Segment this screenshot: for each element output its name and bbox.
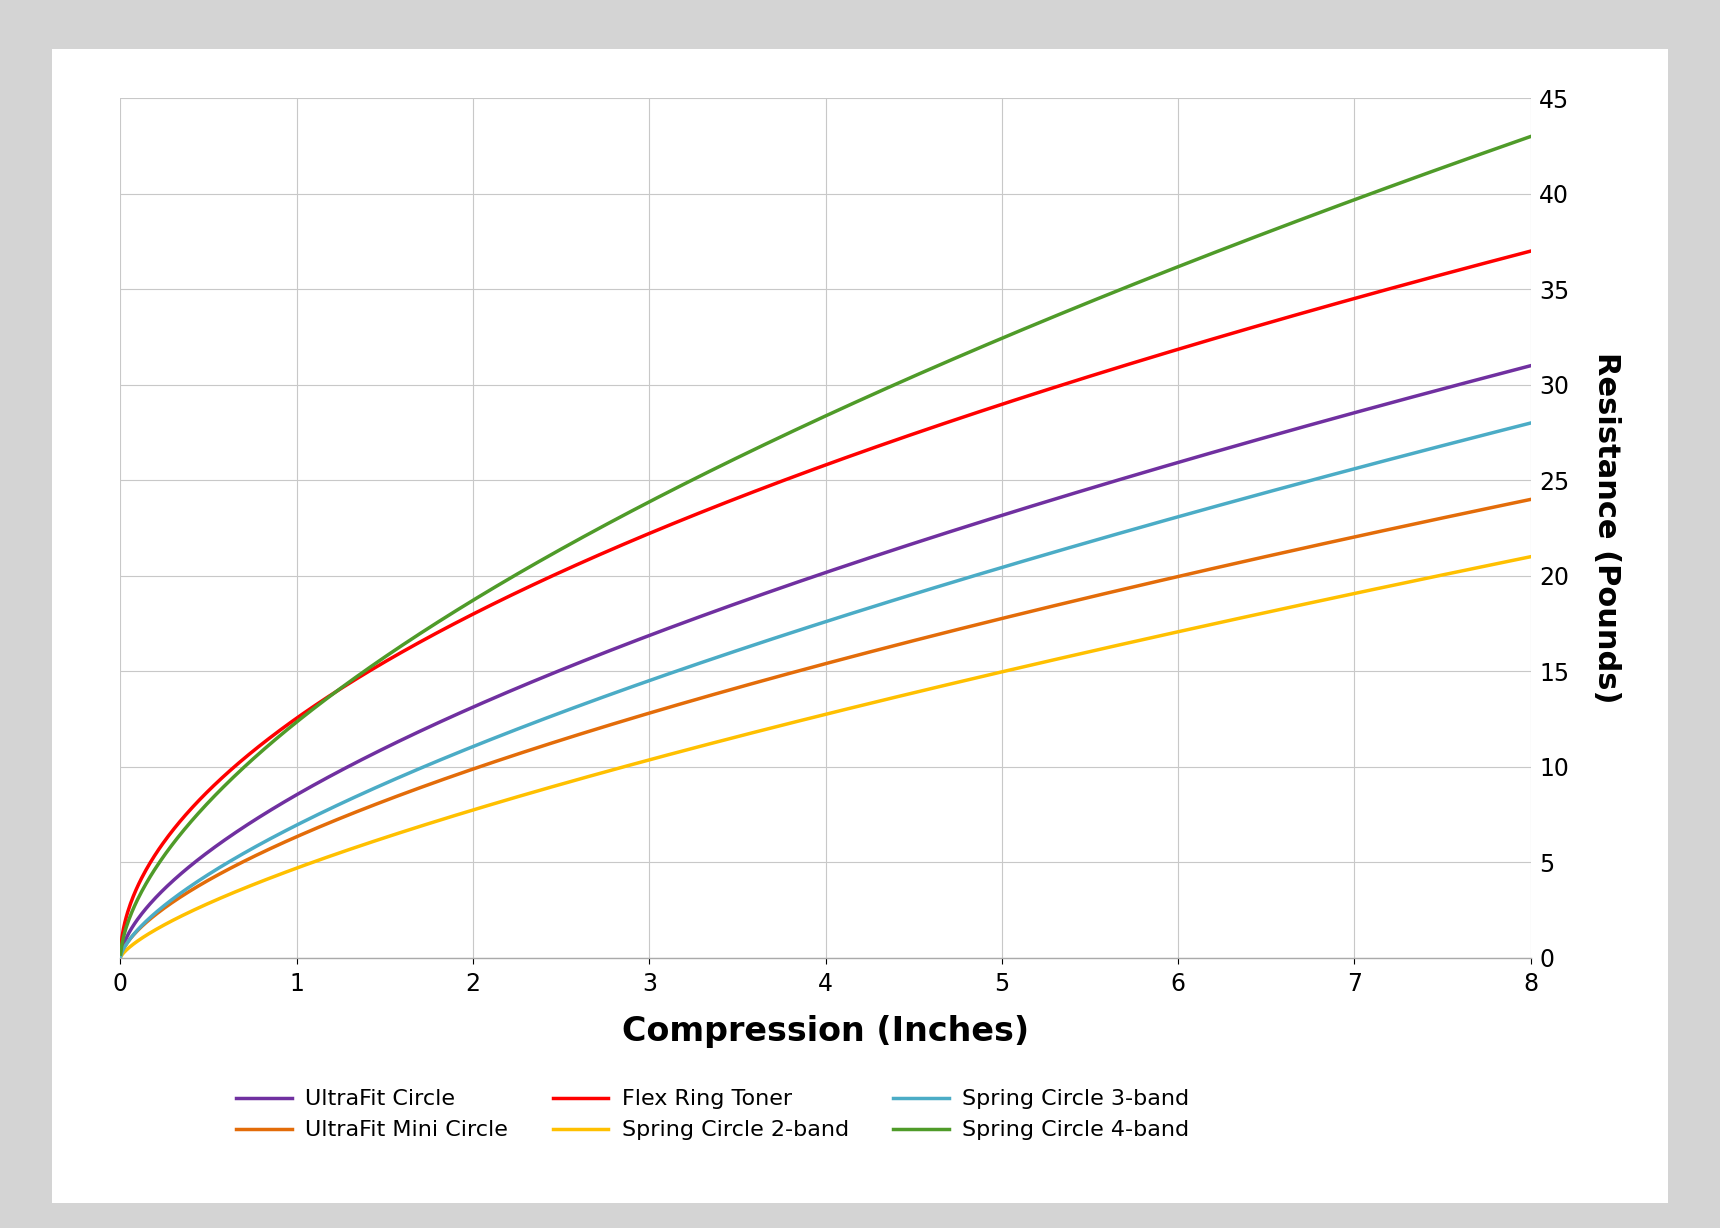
UltraFit Mini Circle xyxy=(1078,589,1099,604)
Line: Spring Circle 4-band: Spring Circle 4-band xyxy=(120,136,1531,954)
UltraFit Mini Circle xyxy=(1520,492,1541,507)
Spring Circle 3-band xyxy=(1520,415,1541,430)
UltraFit Circle xyxy=(110,948,131,963)
Spring Circle 3-band xyxy=(1235,491,1256,506)
Spring Circle 3-band xyxy=(731,642,752,657)
Flex Ring Toner xyxy=(681,510,702,524)
Spring Circle 3-band xyxy=(681,658,702,673)
UltraFit Mini Circle xyxy=(1235,554,1256,569)
UltraFit Mini Circle xyxy=(110,949,131,964)
Flex Ring Toner xyxy=(731,489,752,503)
Flex Ring Toner xyxy=(110,944,131,959)
Spring Circle 2-band xyxy=(1078,645,1099,659)
Line: Spring Circle 3-band: Spring Circle 3-band xyxy=(120,422,1531,957)
UltraFit Mini Circle xyxy=(731,679,752,694)
Spring Circle 4-band xyxy=(110,947,131,962)
Spring Circle 2-band xyxy=(1520,549,1541,564)
Line: Spring Circle 2-band: Spring Circle 2-band xyxy=(120,556,1531,957)
Spring Circle 2-band xyxy=(110,949,131,964)
UltraFit Mini Circle xyxy=(255,844,275,858)
Flex Ring Toner xyxy=(1209,329,1230,344)
X-axis label: Compression (Inches): Compression (Inches) xyxy=(623,1016,1029,1049)
Spring Circle 4-band xyxy=(1209,243,1230,258)
UltraFit Mini Circle xyxy=(681,694,702,709)
Spring Circle 4-band xyxy=(681,473,702,488)
Spring Circle 3-band xyxy=(1209,497,1230,512)
Spring Circle 4-band xyxy=(1078,295,1099,309)
Spring Circle 4-band xyxy=(255,742,275,756)
Spring Circle 2-band xyxy=(1235,609,1256,624)
Spring Circle 2-band xyxy=(731,728,752,743)
UltraFit Circle xyxy=(681,613,702,628)
Y-axis label: Resistance (Pounds): Resistance (Pounds) xyxy=(1591,352,1620,704)
Line: UltraFit Mini Circle: UltraFit Mini Circle xyxy=(120,500,1531,957)
Spring Circle 2-band xyxy=(255,873,275,888)
Flex Ring Toner xyxy=(1235,322,1256,336)
UltraFit Circle xyxy=(1520,359,1541,373)
Spring Circle 4-band xyxy=(731,448,752,463)
Spring Circle 3-band xyxy=(255,835,275,850)
UltraFit Circle xyxy=(1209,443,1230,458)
Spring Circle 3-band xyxy=(1078,534,1099,549)
Spring Circle 2-band xyxy=(1209,615,1230,630)
Flex Ring Toner xyxy=(255,734,275,749)
Flex Ring Toner xyxy=(1078,370,1099,384)
UltraFit Circle xyxy=(1235,436,1256,451)
UltraFit Circle xyxy=(1078,481,1099,496)
Flex Ring Toner xyxy=(1520,243,1541,258)
Spring Circle 3-band xyxy=(110,949,131,964)
Line: Flex Ring Toner: Flex Ring Toner xyxy=(120,251,1531,952)
UltraFit Circle xyxy=(255,807,275,822)
Spring Circle 2-band xyxy=(681,742,702,756)
Legend: UltraFit Circle, UltraFit Mini Circle, Flex Ring Toner, Spring Circle 2-band, Sp: UltraFit Circle, UltraFit Mini Circle, F… xyxy=(236,1089,1189,1141)
Spring Circle 4-band xyxy=(1235,233,1256,248)
Spring Circle 4-band xyxy=(1520,129,1541,144)
UltraFit Circle xyxy=(731,594,752,609)
UltraFit Mini Circle xyxy=(1209,560,1230,575)
Line: UltraFit Circle: UltraFit Circle xyxy=(120,366,1531,955)
